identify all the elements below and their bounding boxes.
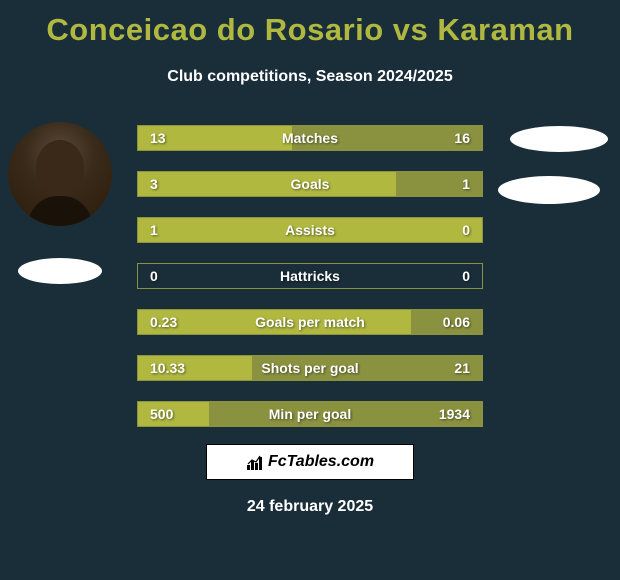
stat-value-left: 3 (150, 176, 158, 192)
stat-value-right: 1 (462, 176, 470, 192)
bar-left (138, 172, 396, 196)
stat-label: Goals per match (255, 314, 365, 330)
stat-row-assists: 1 Assists 0 (137, 217, 483, 243)
stat-label: Assists (285, 222, 335, 238)
stat-row-matches: 13 Matches 16 (137, 125, 483, 151)
stat-row-goals-per-match: 0.23 Goals per match 0.06 (137, 309, 483, 335)
stat-value-right: 0.06 (443, 314, 470, 330)
stat-value-left: 0.23 (150, 314, 177, 330)
page-title: Conceicao do Rosario vs Karaman (0, 0, 620, 48)
stat-value-left: 0 (150, 268, 158, 284)
stat-value-left: 1 (150, 222, 158, 238)
logo-box: FcTables.com (206, 444, 414, 480)
page-subtitle: Club competitions, Season 2024/2025 (0, 68, 620, 86)
stats-container: 13 Matches 16 3 Goals 1 1 Assists 0 0 Ha… (137, 125, 483, 447)
stat-label: Goals (291, 176, 330, 192)
stat-label: Shots per goal (261, 360, 358, 376)
stat-value-right: 1934 (439, 406, 470, 422)
date-text: 24 february 2025 (247, 498, 373, 516)
player-avatar-left (8, 122, 112, 226)
stat-value-right: 0 (462, 222, 470, 238)
stat-row-shots-per-goal: 10.33 Shots per goal 21 (137, 355, 483, 381)
stat-value-left: 10.33 (150, 360, 185, 376)
placeholder-right-2 (498, 176, 600, 204)
stat-row-hattricks: 0 Hattricks 0 (137, 263, 483, 289)
placeholder-left (18, 258, 102, 284)
chart-icon (246, 453, 264, 471)
stat-row-goals: 3 Goals 1 (137, 171, 483, 197)
stat-label: Hattricks (280, 268, 340, 284)
stat-value-right: 0 (462, 268, 470, 284)
logo-text: FcTables.com (268, 453, 374, 471)
stat-row-min-per-goal: 500 Min per goal 1934 (137, 401, 483, 427)
stat-label: Min per goal (269, 406, 351, 422)
stat-value-left: 13 (150, 130, 166, 146)
stat-value-right: 21 (454, 360, 470, 376)
stat-value-right: 16 (454, 130, 470, 146)
stat-value-left: 500 (150, 406, 173, 422)
stat-label: Matches (282, 130, 338, 146)
placeholder-right-1 (510, 126, 608, 152)
